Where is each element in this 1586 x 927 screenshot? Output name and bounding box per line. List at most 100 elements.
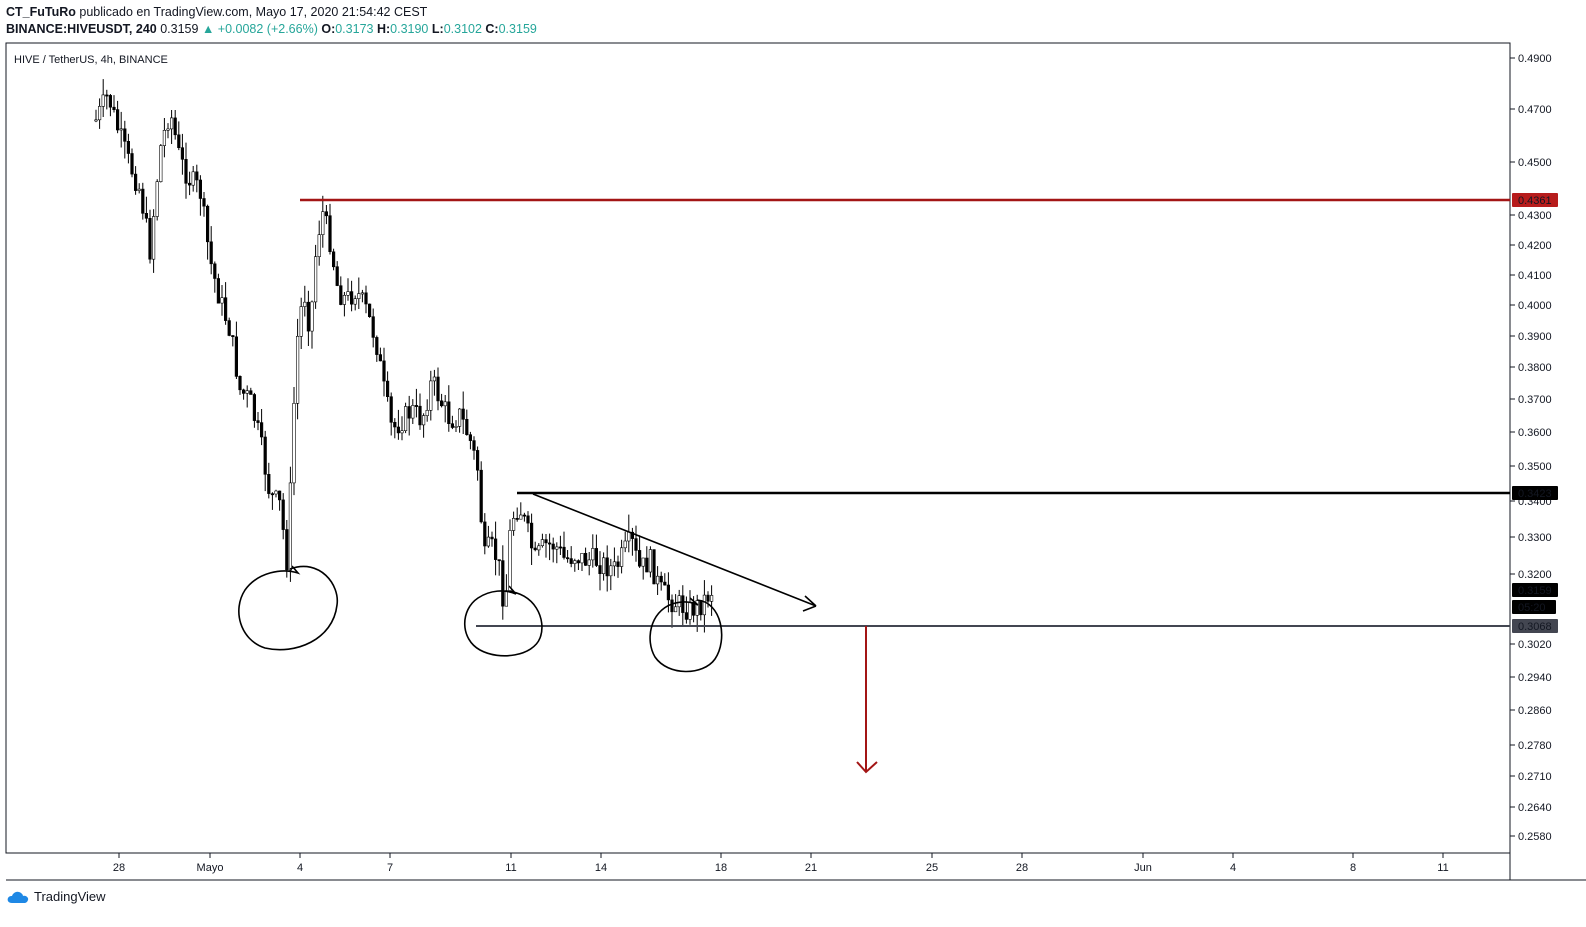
price-tag-box	[1512, 583, 1558, 597]
author-name[interactable]: CT_FuTuRo	[6, 5, 76, 19]
candle-body	[508, 530, 512, 591]
candle-body	[522, 514, 526, 517]
candle-body	[540, 539, 544, 546]
candle-body	[468, 434, 473, 441]
close-value: 0.3159	[498, 22, 537, 36]
candle-body	[224, 297, 228, 321]
candle-body	[206, 205, 210, 243]
candle-body	[357, 293, 361, 300]
candle-body	[443, 401, 447, 407]
bottom-circle-3[interactable]	[649, 597, 723, 673]
candle-body	[699, 600, 703, 616]
candle-body	[220, 297, 224, 304]
x-tick-label: 4	[1230, 862, 1236, 874]
price-tag-label: 0.3423	[1518, 488, 1552, 500]
publish-text: publicado en TradingView.com, Mayo 17, 2…	[79, 5, 428, 19]
candle-body	[544, 539, 548, 544]
open-value: 0.3173	[335, 22, 374, 36]
candle-body	[619, 547, 624, 567]
x-tick-label: Mayo	[197, 862, 224, 874]
tradingview-logo[interactable]: TradingView	[6, 889, 106, 904]
candle-body	[681, 595, 685, 613]
candle-body	[137, 188, 141, 191]
x-tick-label: 28	[113, 862, 125, 874]
candle-body	[659, 575, 663, 583]
y-tick-label: 0.2780	[1518, 740, 1552, 752]
candle-body	[569, 558, 573, 564]
candle-body	[709, 595, 714, 602]
candle-body	[609, 565, 613, 577]
chart-frame	[5, 42, 1511, 854]
candles-group	[94, 79, 714, 633]
candle-body	[565, 557, 570, 560]
candle-body	[335, 266, 339, 286]
candle-body	[616, 561, 620, 567]
candle-body	[533, 547, 537, 551]
candle-body	[439, 400, 444, 407]
candle-body	[281, 499, 285, 530]
candle-body	[162, 130, 167, 146]
candle-body	[227, 320, 231, 336]
candle-body	[562, 546, 566, 558]
target-down-arrow[interactable]	[856, 626, 878, 774]
candle-body	[313, 256, 318, 303]
x-tick-label: 14	[595, 862, 607, 874]
candle-body	[663, 581, 667, 586]
candle-body	[252, 394, 257, 421]
candle-body	[555, 546, 559, 550]
candle-body	[367, 303, 372, 317]
candle-body	[173, 117, 177, 136]
y-tick-label: 0.4200	[1518, 240, 1552, 252]
high-value: 0.3190	[390, 22, 429, 36]
candle-body	[497, 559, 501, 562]
price-tag-label: 0.3159	[1518, 585, 1552, 597]
candle-body	[652, 549, 656, 585]
candle-body	[310, 301, 314, 332]
x-tick-label: 21	[805, 862, 817, 874]
candle-body	[130, 153, 134, 175]
candle-body	[292, 402, 296, 484]
price-axis[interactable]: 0.4900 0.4700 0.4500 0.4300 0.4200 0.4100 0.40…	[1510, 53, 1558, 843]
publish-info: CT_FuTuRo publicado en TradingView.com, …	[6, 5, 427, 19]
y-tick-label: 0.3700	[1518, 394, 1552, 406]
candle-body	[378, 354, 383, 362]
candle-body	[429, 380, 433, 411]
candle-body	[299, 306, 303, 337]
bottom-circle-1[interactable]	[238, 565, 339, 651]
candle-body	[324, 211, 329, 217]
price-tag-label: 05:20	[1518, 602, 1546, 614]
candle-body	[166, 128, 170, 131]
y-tick-label: 0.3300	[1518, 532, 1552, 544]
descending-trendline-arrow[interactable]	[532, 493, 817, 612]
candle-body	[108, 95, 112, 108]
y-tick-label: 0.2710	[1518, 771, 1552, 783]
tradingview-cloud-icon	[7, 891, 29, 903]
bottom-circle-2[interactable]	[464, 585, 543, 657]
candle-body	[371, 316, 375, 338]
candle-body	[670, 599, 674, 613]
candle-body	[677, 595, 681, 608]
symbol-info-bar: BINANCE:HIVEUSDT, 240 0.3159 ▲ +0.0082 (…	[6, 22, 537, 36]
candle-body	[432, 376, 437, 382]
candle-body	[177, 134, 181, 149]
x-tick-label: 28	[1016, 862, 1028, 874]
y-tick-label: 0.3020	[1518, 639, 1552, 651]
candle-body	[191, 171, 195, 186]
candle-body	[342, 294, 347, 305]
y-tick-label: 0.2860	[1518, 705, 1552, 717]
candle-body	[148, 218, 152, 260]
candle-body	[421, 415, 426, 426]
candle-body	[317, 234, 321, 257]
candle-body	[270, 493, 275, 496]
time-axis[interactable]: 28 Mayo 4 7 11 14 18 21 25 28 Jun 4 8 11	[113, 853, 1449, 874]
price-change: ▲ +0.0082 (+2.66%)	[201, 22, 318, 36]
candle-body	[256, 420, 260, 423]
y-tick-label: 0.4700	[1518, 104, 1552, 116]
candle-body	[285, 529, 289, 571]
candle-body	[263, 436, 267, 475]
candle-body	[101, 94, 105, 107]
candle-body	[238, 375, 242, 391]
candle-body	[684, 612, 688, 620]
candle-body	[576, 560, 580, 564]
